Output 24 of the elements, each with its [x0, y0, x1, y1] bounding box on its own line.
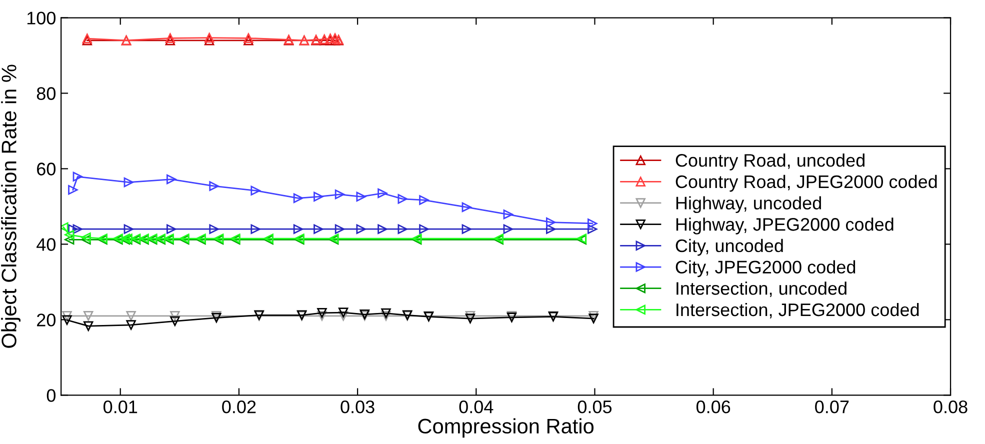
- legend-label: Intersection, JPEG2000 coded: [676, 302, 919, 318]
- y-axis-title: Object Classification Rate in %: [1, 64, 21, 348]
- x-tick-label: 0.05: [578, 400, 612, 414]
- legend-label: Intersection, uncoded: [676, 282, 846, 297]
- y-tick-label: 0: [46, 389, 56, 402]
- x-tick-label: 0.07: [815, 400, 849, 414]
- y-tick-label: 60: [37, 162, 56, 176]
- y-tick-label: 100: [27, 12, 56, 24]
- legend-label: Highway, uncoded: [676, 196, 821, 214]
- y-tick-label: 20: [37, 314, 56, 326]
- x-axis-title: Compression Ratio: [418, 418, 594, 438]
- y-tick-label: 80: [36, 87, 56, 100]
- legend-label: City, JPEG2000 coded: [676, 260, 856, 278]
- x-tick-label: 0.08: [934, 400, 968, 414]
- legend-label: Country Road, uncoded: [676, 154, 864, 170]
- legend-label: Country Road, JPEG2000 coded: [676, 174, 937, 192]
- y-tick-label: 40: [36, 238, 56, 251]
- legend-label: Highway, JPEG2000 coded: [676, 218, 894, 234]
- x-tick-label: 0.01: [104, 400, 138, 414]
- x-tick-label: 0.04: [459, 400, 494, 414]
- x-tick-label: 0.03: [340, 400, 374, 414]
- x-tick-label: 0.06: [696, 400, 730, 414]
- legend-label: City, uncoded: [676, 238, 783, 256]
- x-tick-label: 0.02: [222, 400, 256, 414]
